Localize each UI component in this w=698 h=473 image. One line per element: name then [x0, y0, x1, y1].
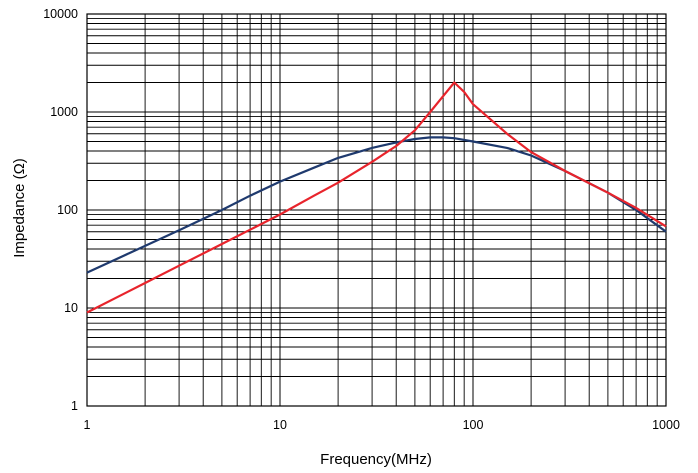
y-axis-title: Impedance (Ω) — [11, 158, 28, 258]
x-tick-labels: 1 10 100 1000 — [84, 418, 680, 432]
x-tick-label: 1000 — [652, 418, 680, 432]
y-tick-label: 1000 — [50, 105, 78, 119]
y-tick-label: 100 — [57, 203, 78, 217]
x-tick-label: 1 — [84, 418, 91, 432]
x-tick-label: 100 — [463, 418, 484, 432]
y-tick-label: 1 — [71, 399, 78, 413]
y-tick-labels: 1 10 100 1000 10000 — [43, 7, 78, 413]
y-tick-label: 10 — [64, 301, 78, 315]
x-axis-title: Frequency(MHz) — [320, 451, 432, 468]
grid-lines — [86, 13, 667, 407]
plot-frame — [86, 13, 667, 407]
x-tick-label: 10 — [273, 418, 287, 432]
series-line-2 — [86, 81, 667, 314]
y-tick-label: 10000 — [43, 7, 78, 21]
series-group — [86, 81, 667, 314]
